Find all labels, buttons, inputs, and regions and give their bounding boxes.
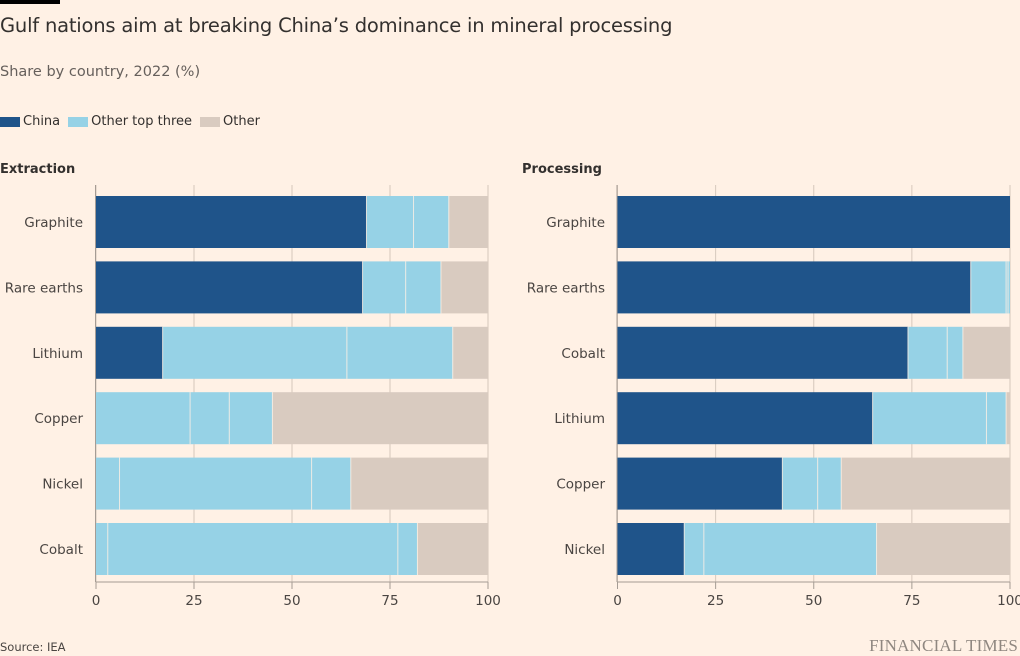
extraction-bar-other-top-three — [366, 196, 414, 248]
extraction-bar-other-top-three — [362, 261, 406, 314]
processing-bar-other-top-three — [1006, 261, 1009, 314]
processing-bar-other-top-three — [970, 261, 1007, 314]
extraction-bar-other-top-three — [405, 261, 441, 314]
extraction-bar-other-top-three — [96, 457, 120, 510]
extraction-bar-other-top-three — [413, 196, 449, 248]
extraction-tick-label: 100 — [475, 593, 501, 609]
legend-item-china: China — [0, 114, 60, 129]
extraction-category-label: Cobalt — [39, 542, 83, 558]
legend-item-other-top-three: Other top three — [68, 114, 192, 129]
processing-tick-label: 50 — [805, 593, 822, 609]
processing-bar-other-top-three — [986, 392, 1007, 445]
processing-tick-label: 25 — [707, 593, 724, 609]
extraction-category-label: Lithium — [32, 346, 83, 362]
extraction-bar-other — [272, 392, 488, 445]
processing-bar-other-top-three — [947, 326, 963, 379]
processing-bar-other-top-three — [684, 523, 704, 575]
processing-tick-label: 100 — [997, 593, 1020, 609]
legend-swatch-other — [200, 116, 221, 127]
extraction-bar-other-top-three — [311, 457, 351, 510]
legend-item-other: Other — [200, 114, 260, 129]
processing-bar-china — [617, 523, 685, 575]
extraction-tick-label: 75 — [381, 593, 398, 609]
legend-label-other: Other — [223, 114, 260, 129]
extraction-bar-other-top-three — [96, 392, 191, 445]
processing-category-label: Cobalt — [561, 346, 605, 362]
extraction-bar-other — [440, 261, 488, 314]
processing-category-label: Rare earths — [527, 280, 605, 296]
source-note: Source: IEA — [0, 640, 66, 654]
panel-title-extraction: Extraction — [0, 162, 76, 177]
legend-label-china: China — [23, 114, 61, 129]
processing-bar-china — [617, 261, 971, 314]
processing-category-label: Copper — [556, 477, 605, 493]
extraction-bar-other-top-three — [229, 392, 273, 445]
extraction-bar-china — [96, 196, 367, 248]
extraction-bar-other-top-three — [397, 523, 418, 575]
processing-tick-label: 0 — [613, 593, 622, 609]
processing-bar-china — [617, 196, 1010, 248]
processing-bar-other-top-three — [1008, 261, 1010, 314]
processing-bar-china — [617, 326, 908, 379]
extraction-bar-other-top-three — [190, 392, 230, 445]
processing-category-label: Graphite — [546, 215, 605, 231]
processing-category-label: Lithium — [554, 411, 605, 427]
processing-bar-other-top-three — [872, 392, 987, 445]
legend-swatch-other-top-three — [68, 116, 89, 127]
processing-category-label: Nickel — [564, 542, 605, 558]
chart-subtitle: Share by country, 2022 (%) — [0, 64, 201, 80]
extraction-tick-label: 50 — [283, 593, 300, 609]
legend: China Other top three Other — [0, 114, 268, 129]
processing-bar-other-top-three — [703, 523, 877, 575]
processing-bar-other — [876, 523, 1010, 575]
chart-title: Gulf nations aim at breaking China’s dom… — [0, 14, 673, 37]
panel-title-processing: Processing — [522, 162, 602, 177]
legend-label-other-top-three: Other top three — [91, 114, 193, 129]
extraction-category-label: Nickel — [42, 477, 83, 493]
legend-swatch-china — [0, 116, 20, 127]
extraction-tick-label: 0 — [92, 593, 101, 609]
publisher-brand: FINANCIAL TIMES — [869, 636, 1018, 655]
extraction-bar-other — [350, 457, 488, 510]
extraction-bar-other — [452, 326, 488, 379]
processing-bar-other-top-three — [817, 457, 842, 510]
processing-bar-other — [841, 457, 1010, 510]
extraction-bar-other-top-three — [96, 523, 108, 575]
extraction-tick-label: 25 — [185, 593, 202, 609]
processing-bar-other-top-three — [782, 457, 818, 510]
extraction-bar-other — [417, 523, 488, 575]
extraction-bar-other-top-three — [107, 523, 398, 575]
brand-top-bar — [0, 0, 60, 4]
processing-bar-china — [617, 457, 783, 510]
processing-tick-label: 75 — [903, 593, 920, 609]
extraction-category-label: Copper — [34, 411, 83, 427]
extraction-category-label: Rare earths — [5, 280, 83, 296]
extraction-bar-china — [96, 326, 163, 379]
extraction-bar-other-top-three — [162, 326, 347, 379]
processing-bar-other — [962, 326, 1010, 379]
extraction-bar-other — [448, 196, 488, 248]
extraction-bar-other-top-three — [119, 457, 312, 510]
extraction-bar-china — [96, 261, 363, 314]
processing-bar-china — [617, 392, 873, 445]
processing-bar-other — [1006, 392, 1010, 445]
processing-bar-other-top-three — [907, 326, 948, 379]
extraction-bar-other-top-three — [346, 326, 453, 379]
extraction-category-label: Graphite — [24, 215, 83, 231]
